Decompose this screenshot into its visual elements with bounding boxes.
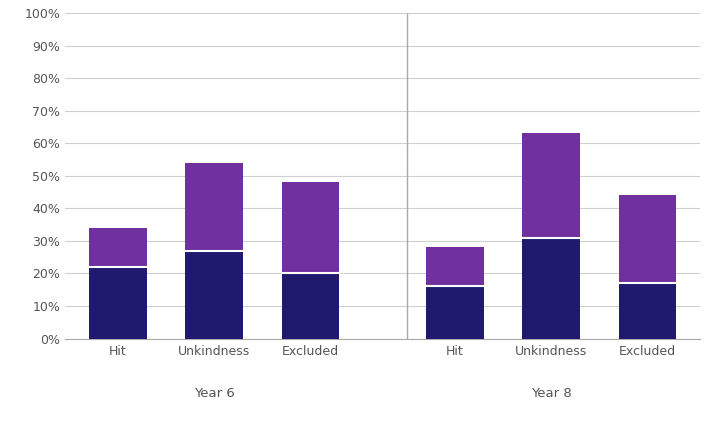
Bar bbox=[619, 195, 677, 283]
Bar bbox=[522, 134, 580, 238]
Bar bbox=[426, 247, 484, 286]
Bar bbox=[522, 238, 580, 339]
Bar bbox=[89, 228, 147, 267]
Bar bbox=[619, 283, 677, 339]
Bar bbox=[282, 273, 339, 339]
Bar bbox=[426, 286, 484, 339]
Bar bbox=[282, 182, 339, 273]
Bar bbox=[89, 267, 147, 339]
Text: Year 8: Year 8 bbox=[531, 388, 572, 400]
Text: Year 6: Year 6 bbox=[193, 388, 235, 400]
Bar bbox=[186, 250, 243, 339]
Bar bbox=[186, 163, 243, 250]
